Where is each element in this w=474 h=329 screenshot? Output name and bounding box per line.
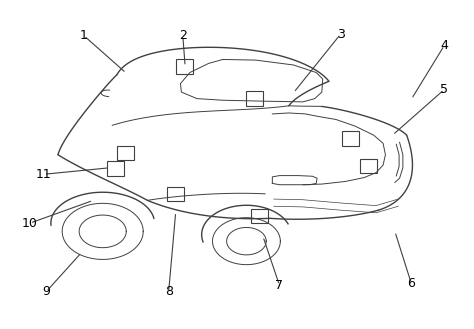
Text: 10: 10 [22,217,37,230]
Text: 2: 2 [179,29,187,42]
Text: 3: 3 [337,28,345,40]
Bar [117,146,134,160]
Bar [108,161,124,176]
Text: 8: 8 [164,285,173,298]
Text: 9: 9 [42,285,50,298]
Bar [251,209,268,223]
Bar [342,131,358,145]
Bar [167,187,184,201]
Text: 4: 4 [440,39,448,52]
Text: 5: 5 [440,83,448,96]
Text: 7: 7 [275,279,283,292]
Bar [246,91,264,106]
Text: 11: 11 [36,168,52,181]
Text: 6: 6 [408,277,415,290]
Bar [360,159,377,173]
Text: 1: 1 [80,29,88,42]
Bar [176,60,193,74]
